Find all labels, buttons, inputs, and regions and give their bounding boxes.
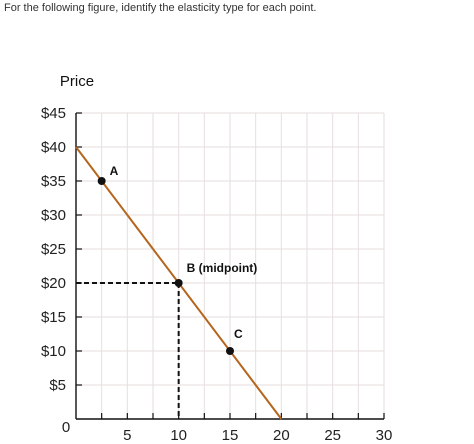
x-tick-label: 30 [376,427,393,444]
y-tick-label: $40 [41,139,66,156]
y-tick-label: $20 [41,275,66,292]
y-tick-label: $35 [41,173,66,190]
points: A B (midpoint) C [97,164,258,355]
y-tick-label: $45 [41,105,66,122]
y-tick-label: $5 [49,377,66,394]
origin-label: 0 [62,419,70,436]
y-tick-label: $15 [41,309,66,326]
x-tick-label: 15 [222,427,239,444]
x-tick-label: 10 [170,427,187,444]
x-tick-label: 20 [273,427,290,444]
question-text: For the following figure, identify the e… [4,2,317,14]
y-tick-label: $10 [41,343,66,360]
x-tick-label: 5 [123,427,131,444]
ticks: $5 $10 $15 $20 $25 $30 $35 $40 $45 5 10 15 20 25 30 [41,105,392,444]
point-b [174,279,183,287]
point-c [226,347,234,355]
y-tick-label: $25 [41,241,66,258]
y-axis-title: Price [60,73,94,90]
point-a [97,177,106,185]
x-tick-label: 25 [324,427,341,444]
guide-lines [76,282,180,419]
point-label: A [110,164,119,178]
grid [76,112,385,419]
point-label: C [234,327,243,341]
y-tick-label: $30 [41,207,66,224]
point-label: B (midpoint) [187,261,258,275]
